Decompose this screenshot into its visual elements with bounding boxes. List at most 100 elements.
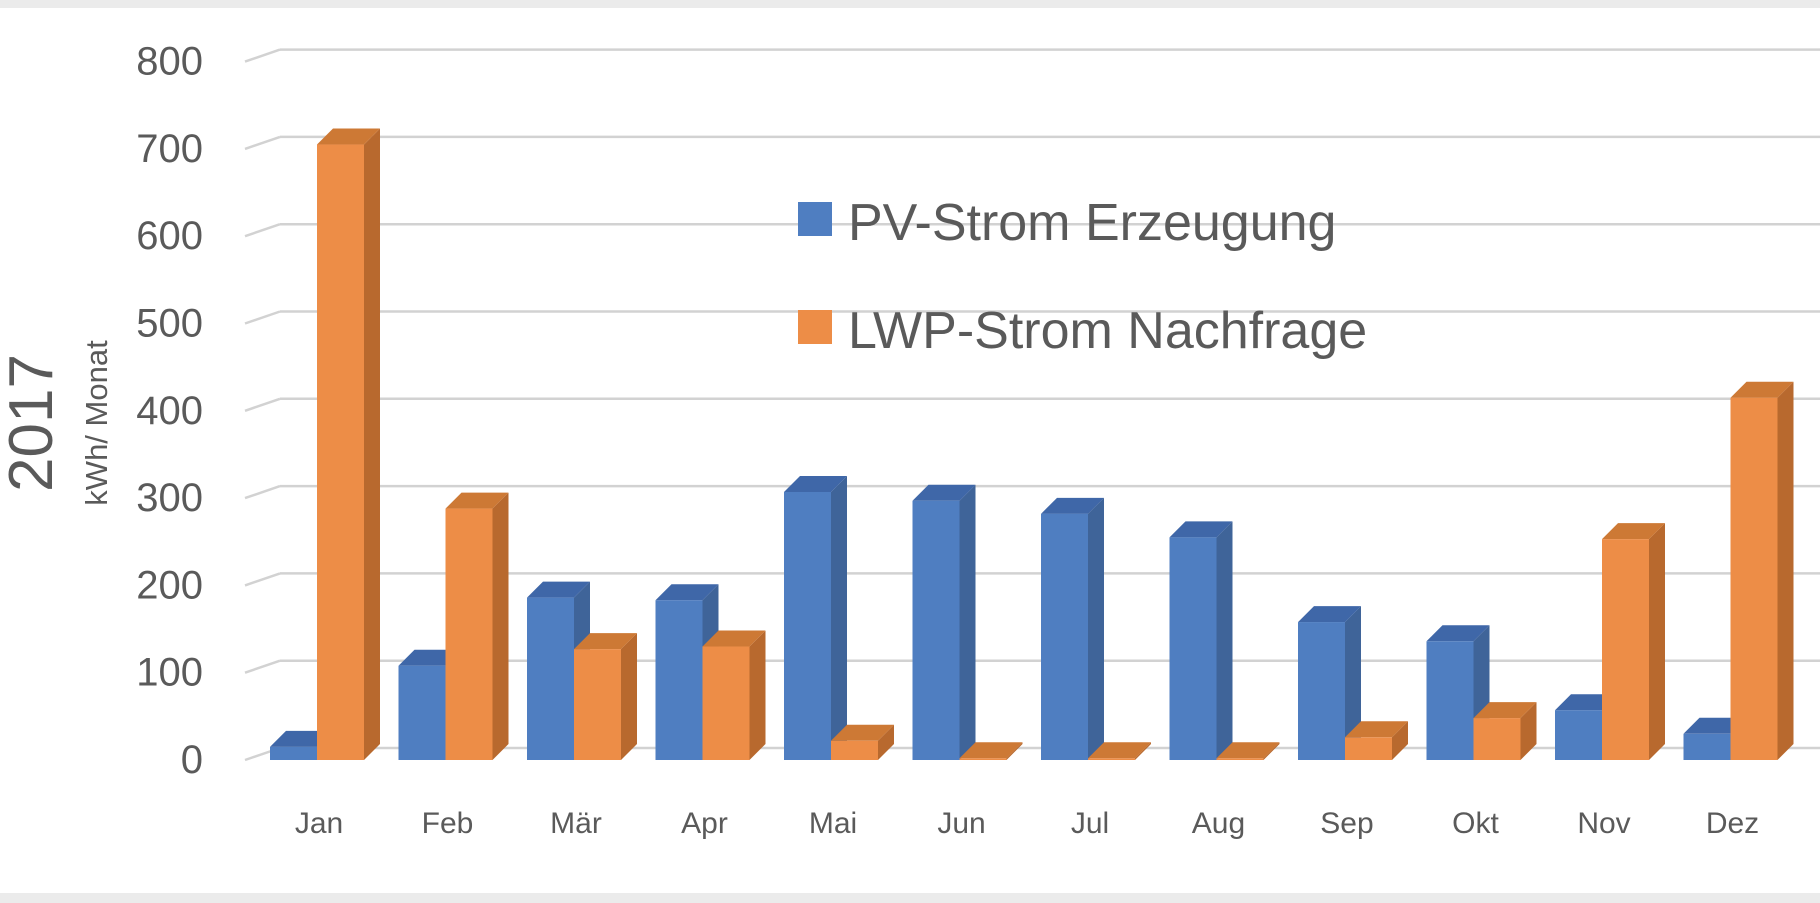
bar-front [1602, 539, 1649, 760]
bar-side [831, 475, 847, 760]
gridline-depth [244, 397, 281, 412]
legend-label-pv: PV-Strom Erzeugung [848, 194, 1336, 252]
bar-front [527, 597, 574, 760]
y-axis-ticks: 0 100 200 300 400 500 600 700 800 [136, 40, 203, 782]
bar-top [1298, 606, 1361, 623]
bar-front [1473, 718, 1521, 760]
bar-front [912, 500, 960, 760]
x-tick-label: Sep [1320, 807, 1373, 840]
bar-front [1298, 622, 1345, 760]
bar-top [702, 630, 766, 647]
bar-pv-8 [1298, 606, 1361, 760]
bar-top [655, 584, 719, 601]
x-tick-label: Mär [550, 807, 602, 840]
chart-title: 2017 [0, 354, 66, 492]
bar-pv-7 [1169, 521, 1233, 760]
bar-front [1169, 537, 1217, 760]
bar-lwp-10 [1602, 523, 1665, 760]
gridline-depth [244, 48, 281, 63]
bar-lwp-8 [1345, 721, 1408, 760]
bar-top [1426, 625, 1490, 642]
bar-side [959, 484, 976, 760]
bar-top [1345, 721, 1408, 738]
bar-front [1683, 733, 1731, 760]
bar-pv-4 [784, 475, 847, 760]
gridline-depth [244, 659, 281, 674]
bar-front [1216, 758, 1264, 760]
bar-side [749, 630, 766, 760]
bar-lwp-7 [1216, 742, 1280, 760]
bar-top [1473, 702, 1537, 719]
y-tick-label: 800 [136, 40, 203, 84]
bar-top [1088, 742, 1151, 759]
bar-front [270, 746, 317, 760]
y-tick-label: 300 [136, 476, 203, 520]
x-tick-label: Jul [1071, 807, 1109, 840]
bar-front [317, 144, 364, 760]
x-tick-label: Aug [1192, 807, 1245, 840]
x-tick-label: Okt [1452, 807, 1499, 840]
bar-top [1216, 742, 1280, 759]
x-tick-label: Jan [295, 807, 343, 840]
bar-top [1602, 523, 1665, 540]
bar-front [1088, 758, 1135, 760]
x-tick-label: Feb [422, 807, 474, 840]
y-tick-label: 400 [136, 389, 203, 433]
bar-side [364, 128, 380, 760]
bar-top [831, 724, 894, 741]
bar-top [784, 475, 847, 492]
y-tick-label: 0 [181, 738, 203, 782]
y-tick-label: 500 [136, 302, 203, 346]
bar-top [1169, 521, 1233, 538]
bar-front [784, 491, 831, 760]
bar-pv-5 [912, 484, 976, 760]
x-tick-label: Apr [681, 807, 728, 840]
bar-top [959, 742, 1023, 759]
bar-lwp-5 [959, 742, 1023, 760]
bar-side [1263, 742, 1280, 760]
bar-front [1555, 710, 1602, 760]
x-tick-label: Jun [937, 807, 985, 840]
bar-front [831, 740, 878, 760]
bar-front [1041, 513, 1088, 760]
bar-front [398, 665, 446, 760]
bar-top [1730, 381, 1794, 398]
bar-side [878, 724, 894, 760]
bar-side [1216, 521, 1233, 760]
bar-side [1006, 742, 1023, 760]
x-axis-labels: Jan Feb Mär Apr Mai Jun Jul Aug Sep Okt Nov Dez [295, 807, 1759, 840]
bar-lwp-1 [445, 492, 509, 760]
legend-label-lwp: LWP-Strom Nachfrage [848, 302, 1367, 360]
bar-side [1649, 523, 1665, 760]
legend-swatch-pv [798, 202, 832, 236]
bar-lwp-6 [1088, 742, 1151, 760]
bar-side [1345, 606, 1361, 760]
y-axis-label: kWh/ Monat [79, 340, 114, 506]
gridline-depth [244, 223, 281, 238]
gridline-depth [244, 310, 281, 325]
bar-side [621, 633, 637, 760]
bar-front [1730, 397, 1778, 760]
bar-lwp-9 [1473, 702, 1537, 760]
gridline-depth [244, 135, 281, 151]
y-tick-label: 200 [136, 563, 203, 607]
bar-lwp-2 [574, 633, 637, 760]
bar-top [527, 581, 590, 598]
gridline-depth [244, 572, 281, 587]
legend-swatch-lwp [798, 310, 832, 344]
bar-top [445, 492, 509, 509]
bar-front [574, 649, 621, 760]
x-tick-label: Dez [1706, 807, 1759, 840]
legend: PV-Strom Erzeugung LWP-Strom Nachfrage [798, 194, 1367, 360]
bar-lwp-3 [702, 630, 766, 760]
bar-front [1345, 737, 1392, 760]
gridline-depth [244, 484, 281, 500]
bar-lwp-11 [1730, 381, 1794, 760]
bar-front [702, 646, 750, 760]
bar-top [1041, 497, 1104, 514]
bar-chart: 0 100 200 300 400 500 600 700 800 Jan Feb Mär Apr Ma… [0, 40, 1820, 840]
chart-area: 0 100 200 300 400 500 600 700 800 Jan Feb Mär Apr Ma… [0, 8, 1820, 893]
bar-lwp-0 [317, 128, 380, 760]
y-tick-label: 700 [136, 127, 203, 171]
bar-front [959, 758, 1007, 760]
